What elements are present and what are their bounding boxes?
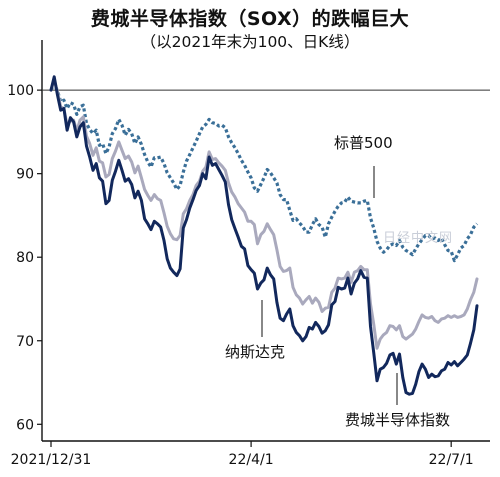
watermark: 日经中文网: [383, 231, 454, 246]
annotation-label-1: 纳斯达克: [225, 343, 285, 361]
y-tick-label-80: 80: [16, 250, 34, 266]
series-line-1: [49, 78, 479, 350]
axes: 60 70 80 90 100 2021/12/31 22/4/1 22/7/1: [7, 40, 490, 468]
y-tick-label-90: 90: [16, 167, 34, 183]
y-tick-label-70: 70: [16, 334, 34, 350]
series-line-2: [49, 75, 479, 396]
x-tick-label-2: 22/7/1: [429, 452, 474, 468]
y-tick-label-60: 60: [16, 417, 34, 433]
chart-subtitle: （以2021年末为100、日K线）: [140, 33, 360, 51]
series-layer: [49, 75, 479, 396]
annotation-label-0: 标普500: [334, 134, 393, 152]
x-tick-label-0: 2021/12/31: [11, 452, 92, 468]
chart-title: 费城半导体指数（SOX）的跌幅巨大: [90, 8, 410, 30]
x-tick-label-1: 22/4/1: [229, 452, 274, 468]
annotation-label-2: 费城半导体指数: [345, 411, 450, 429]
y-tick-label-100: 100: [7, 83, 34, 99]
series-line-0: [49, 81, 479, 263]
